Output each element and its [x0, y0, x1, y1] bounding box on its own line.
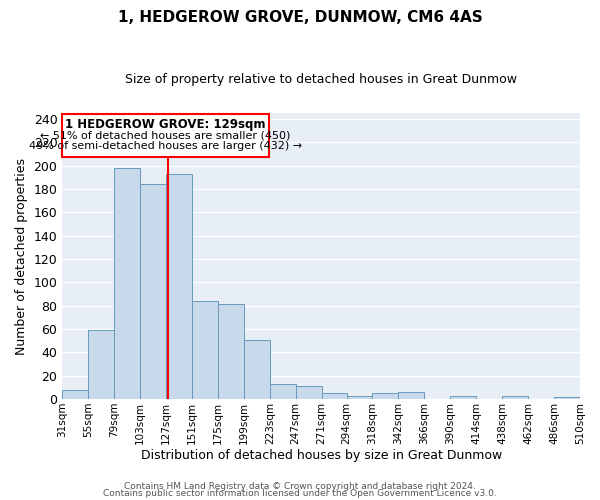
Bar — [88, 330, 114, 399]
Text: 49% of semi-detached houses are larger (432) →: 49% of semi-detached houses are larger (… — [29, 141, 302, 151]
Bar — [451, 396, 476, 399]
Text: Contains public sector information licensed under the Open Government Licence v3: Contains public sector information licen… — [103, 490, 497, 498]
Text: 1 HEDGEROW GROVE: 129sqm: 1 HEDGEROW GROVE: 129sqm — [65, 118, 266, 130]
Bar — [218, 304, 244, 399]
Bar — [322, 393, 347, 399]
Bar — [244, 340, 270, 399]
Bar — [140, 184, 166, 399]
Text: ← 51% of detached houses are smaller (450): ← 51% of detached houses are smaller (45… — [40, 130, 290, 140]
Bar — [398, 392, 424, 399]
X-axis label: Distribution of detached houses by size in Great Dunmow: Distribution of detached houses by size … — [140, 450, 502, 462]
Text: Contains HM Land Registry data © Crown copyright and database right 2024.: Contains HM Land Registry data © Crown c… — [124, 482, 476, 491]
Bar — [554, 396, 580, 399]
Bar — [373, 393, 398, 399]
Bar — [270, 384, 296, 399]
Y-axis label: Number of detached properties: Number of detached properties — [15, 158, 28, 354]
Bar — [296, 386, 322, 399]
Bar — [166, 174, 192, 399]
Bar — [192, 301, 218, 399]
Bar — [62, 390, 88, 399]
Bar — [114, 168, 140, 399]
Bar — [62, 114, 269, 158]
Bar — [347, 396, 373, 399]
Title: Size of property relative to detached houses in Great Dunmow: Size of property relative to detached ho… — [125, 72, 517, 86]
Text: 1, HEDGEROW GROVE, DUNMOW, CM6 4AS: 1, HEDGEROW GROVE, DUNMOW, CM6 4AS — [118, 10, 482, 25]
Bar — [502, 396, 528, 399]
